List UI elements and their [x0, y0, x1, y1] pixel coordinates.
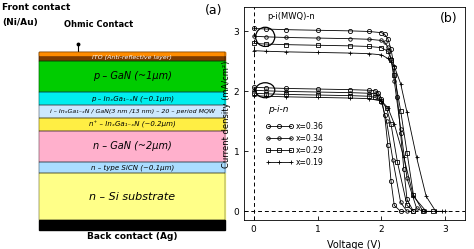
Bar	[39, 52, 225, 55]
Text: x=0.34: x=0.34	[296, 134, 324, 143]
Text: x=0.36: x=0.36	[296, 122, 324, 131]
Bar	[39, 118, 225, 131]
Text: (a): (a)	[205, 4, 223, 17]
Bar	[39, 173, 225, 220]
Bar	[39, 61, 225, 92]
Text: p – GaN (~1μm): p – GaN (~1μm)	[93, 71, 172, 81]
Bar	[39, 61, 225, 92]
Bar	[39, 162, 225, 173]
Text: Ohmic Contact: Ohmic Contact	[64, 20, 134, 29]
Text: Back contact (Ag): Back contact (Ag)	[87, 232, 177, 241]
Text: ITO (Anti-reflective layer): ITO (Anti-reflective layer)	[92, 55, 172, 61]
Text: (Ni/Au): (Ni/Au)	[2, 18, 38, 27]
Text: p-i(MWQ)-n: p-i(MWQ)-n	[268, 12, 316, 21]
X-axis label: Voltage (V): Voltage (V)	[328, 240, 381, 249]
Text: (b): (b)	[440, 12, 458, 25]
Text: x=0.29: x=0.29	[296, 146, 324, 155]
Text: n⁺ – InₓGa₁₋ₓN (~0.2μm): n⁺ – InₓGa₁₋ₓN (~0.2μm)	[89, 121, 175, 128]
Text: n – type SiCN (~0.1μm): n – type SiCN (~0.1μm)	[91, 164, 174, 171]
Bar	[39, 220, 225, 230]
Text: n – GaN (~2μm): n – GaN (~2μm)	[93, 141, 172, 151]
Bar	[39, 105, 225, 118]
Bar	[39, 118, 225, 131]
Bar	[39, 92, 225, 105]
Bar	[39, 105, 225, 118]
Text: n – Si substrate: n – Si substrate	[89, 192, 175, 202]
Bar	[39, 52, 225, 61]
Bar	[39, 173, 225, 220]
Bar	[39, 52, 225, 61]
Bar	[39, 162, 225, 173]
Bar	[39, 131, 225, 162]
Text: Front contact: Front contact	[2, 2, 71, 12]
Bar	[39, 92, 225, 105]
Text: p-i-n: p-i-n	[268, 105, 288, 114]
Y-axis label: Current density (mA/cm²): Current density (mA/cm²)	[222, 60, 231, 168]
Bar	[39, 131, 225, 162]
Text: i – InₓGa₁₋ₓN / GaN(3 nm /13 nm) – 20 – period MQW: i – InₓGa₁₋ₓN / GaN(3 nm /13 nm) – 20 – …	[50, 109, 215, 114]
Text: x=0.19: x=0.19	[296, 158, 324, 167]
Text: p – InₓGa₁₋ₓN (~0.1μm): p – InₓGa₁₋ₓN (~0.1μm)	[91, 95, 173, 102]
